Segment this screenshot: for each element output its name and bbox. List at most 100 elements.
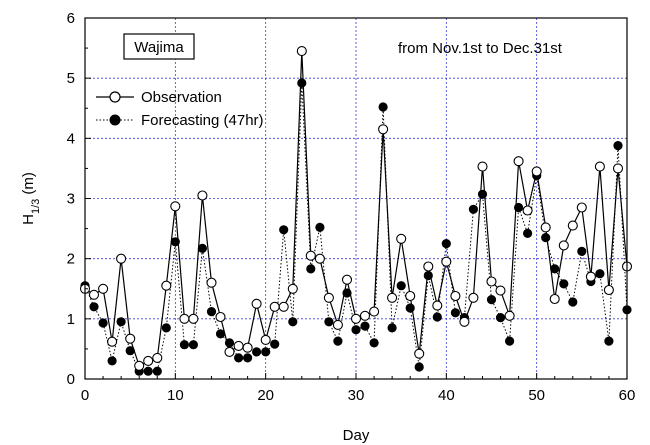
x-axis-label: Day [343,427,370,444]
x-tick-label-50: 50 [528,387,545,404]
observation-point-38 [423,261,434,272]
observation-point-18 [242,342,253,353]
x-tick-label-10: 10 [167,387,184,404]
observation-point-30 [350,313,362,324]
forecast-point-19 [252,347,262,357]
observation-point-17 [233,340,244,351]
observation-point-42 [459,316,470,327]
y-tick-label-2: 2 [67,251,75,268]
observation-point-3 [107,336,118,347]
forecast-point-38 [423,270,433,281]
forecast-point-24 [297,78,307,88]
y-axis-label-unit: (m) [20,172,37,199]
legend-marker-forecasting [109,114,121,126]
y-axis-label-main: H [20,214,37,225]
forecast-point-43 [468,204,478,214]
forecast-point-48 [513,202,524,213]
forecast-point-16 [224,338,235,348]
forecast-point-46 [495,312,506,323]
x-tick-label-20: 20 [257,387,274,404]
legend: Observation Forecasting (47hr) [96,89,264,129]
observation-point-21 [269,301,280,312]
grid [85,18,627,379]
forecast-point-52 [550,264,560,274]
forecast-point-31 [360,321,370,331]
observation-point-59 [612,163,624,174]
y-tick-label-1: 1 [67,311,75,328]
x-tick-label-60: 60 [619,387,636,404]
forecast-point-47 [504,336,515,346]
observation-point-26 [314,253,325,264]
forecast-point-54 [568,297,578,307]
observation-point-32 [369,306,380,317]
observation-point-33 [378,124,389,135]
observation-point-22 [278,301,289,312]
y-axis-label: H1/3 (m) [20,172,42,225]
forecast-point-59 [613,141,623,151]
observation-point-10 [170,201,181,212]
observation-point-12 [188,313,199,324]
forecast-point-40 [441,239,451,249]
observation-point-47 [504,310,515,321]
forecast-point-28 [333,336,343,346]
legend-entry-observation: Observation [96,89,222,106]
observation-point-9 [161,280,172,291]
observation-point-13 [197,190,208,201]
station-label: Wajima [134,39,184,56]
observation-point-35 [396,233,407,244]
observation-point-31 [359,310,371,321]
observation-point-46 [495,285,506,296]
forecast-point-37 [414,362,424,372]
observation-point-36 [405,290,416,302]
observation-point-51 [540,222,551,233]
plot-series [79,46,633,376]
forecast-point-3 [107,356,117,366]
forecast-point-29 [342,288,352,298]
observation-point-15 [215,311,226,323]
observation-point-41 [450,290,461,302]
x-tick-label-0: 0 [81,387,89,404]
observation-point-23 [287,283,298,294]
forecast-point-58 [604,336,614,346]
observation-point-16 [224,346,235,357]
observation-point-54 [567,220,578,231]
observation-point-6 [134,360,145,371]
forecast-point-7 [143,366,153,376]
observation-point-4 [116,253,127,264]
forecast-point-23 [288,317,298,327]
observation-point-50 [531,166,542,177]
observation-point-45 [486,276,497,287]
y-tick-label-0: 0 [67,371,75,388]
forecast-point-26 [315,222,325,232]
legend-label-forecasting: Forecasting (47hr) [141,112,264,129]
period-annotation: from Nov.1st to Dec.31st [398,40,563,57]
forecast-point-32 [369,338,379,348]
observation-point-1 [88,289,100,300]
forecast-point-41 [450,308,460,318]
forecast-point-36 [405,303,415,313]
observation-point-57 [594,161,605,172]
observation-point-19 [251,298,262,309]
legend-entry-forecasting: Forecasting (47hr) [96,112,264,129]
forecast-point-10 [170,237,180,247]
forecast-point-57 [595,269,605,279]
observation-point-28 [332,319,343,330]
y-tick-label-5: 5 [67,70,75,87]
observation-point-7 [143,355,154,366]
ticks [84,17,628,380]
legend-label-observation: Observation [141,89,222,106]
forecast-point-27 [324,317,334,327]
forecast-point-4 [116,317,126,327]
observation-point-53 [558,240,569,251]
tick-labels: 0 10 20 30 40 50 60 0 1 2 3 4 5 6 [67,10,636,404]
forecast-point-51 [541,233,551,243]
observation-point-11 [179,313,190,324]
y-tick-label-6: 6 [67,10,75,27]
forecast-point-45 [486,294,497,305]
observation-point-25 [305,250,316,261]
forecast-point-15 [215,329,226,339]
observation-point-39 [432,300,443,311]
forecast-point-20 [261,347,271,357]
observation-point-24 [296,46,307,57]
